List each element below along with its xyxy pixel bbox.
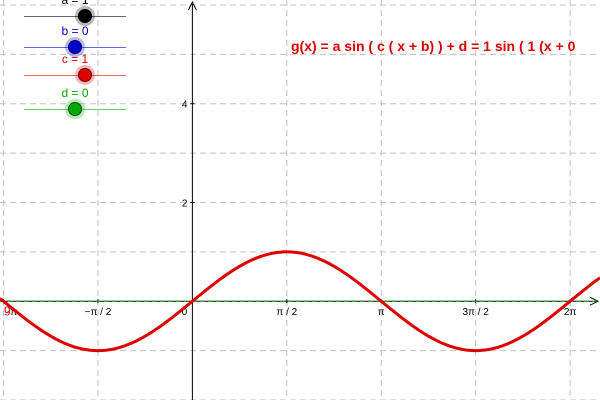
x-tick-label: π xyxy=(378,307,385,318)
y-tick-label: 2 xyxy=(182,198,188,209)
slider-c[interactable]: c = 1 xyxy=(24,53,126,85)
slider-b[interactable]: b = 0 xyxy=(24,25,126,57)
x-tick-label: 0 xyxy=(182,307,188,318)
x-tick-label: −π / 2 xyxy=(85,307,112,318)
x-tick-label: 3π / 2 xyxy=(463,307,490,318)
slider-label: d = 0 xyxy=(61,86,89,100)
slider-knob[interactable] xyxy=(78,9,93,23)
x-tick-label: -π xyxy=(7,307,17,318)
slider-knob[interactable] xyxy=(68,102,82,116)
slider-knob[interactable] xyxy=(68,40,82,54)
slider-knob[interactable] xyxy=(78,68,93,82)
y-tick-label: 4 xyxy=(182,100,188,111)
slider-a[interactable]: a = 1 xyxy=(24,0,126,26)
formula-text: g(x) = a sin ( c ( x + b) ) + d = 1 sin … xyxy=(291,38,576,54)
sine-curve xyxy=(0,250,600,353)
function-label: g xyxy=(4,302,11,316)
slider-track[interactable] xyxy=(24,16,126,17)
x-tick-label: π / 2 xyxy=(276,307,297,318)
slider-track[interactable] xyxy=(24,75,126,76)
curves: g xyxy=(0,250,600,353)
x-tick-label: 2π xyxy=(564,307,577,318)
slider-label: a = 1 xyxy=(61,0,89,7)
slider-label: b = 0 xyxy=(61,24,89,38)
y-axis-arrow-icon xyxy=(187,0,197,11)
slider-label: c = 1 xyxy=(61,52,89,66)
x-axis-arrow-icon xyxy=(589,296,600,306)
slider-d[interactable]: d = 0 xyxy=(24,87,126,119)
